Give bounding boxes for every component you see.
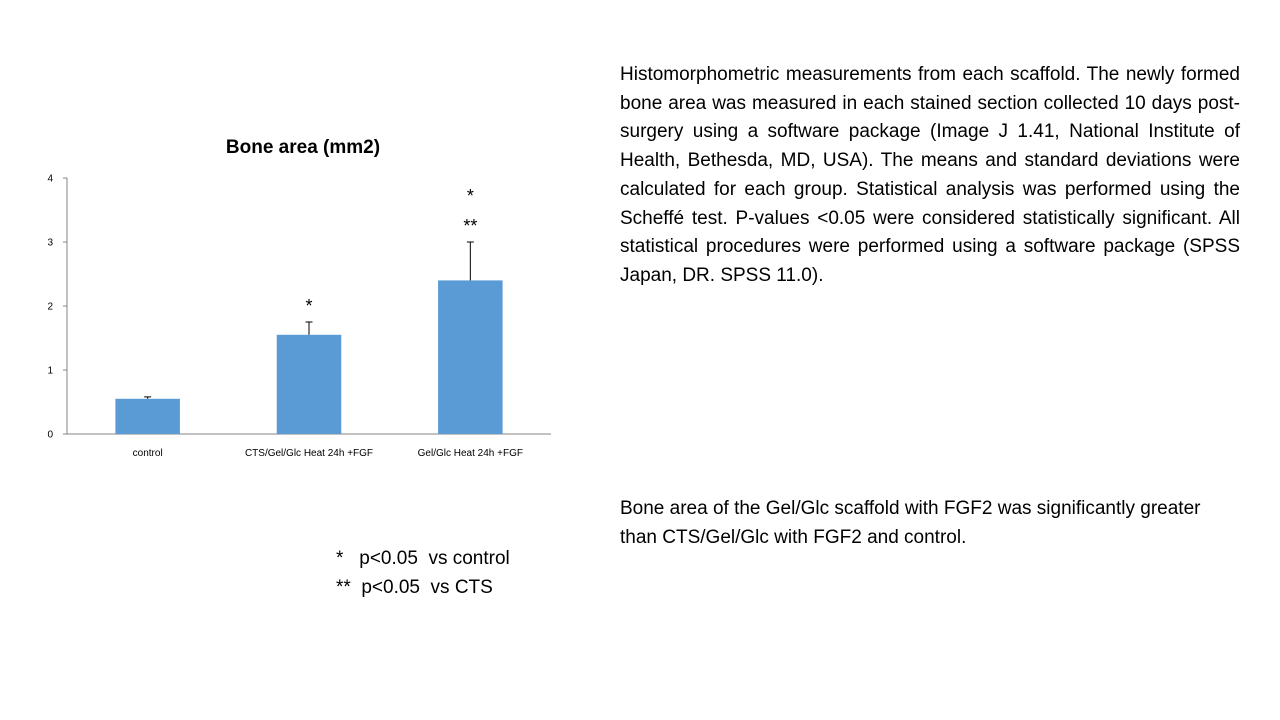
y-tick-label: 2: [47, 302, 53, 313]
category-label: control: [133, 448, 163, 459]
significance-marker: **: [463, 216, 477, 236]
bar: [115, 398, 180, 434]
y-tick-label: 1: [47, 366, 53, 377]
chart-title: Bone area (mm2): [226, 137, 380, 158]
significance-marker: *: [305, 296, 312, 316]
category-label: CTS/Gel/Glc Heat 24h +FGF: [245, 448, 373, 459]
methods-paragraph: Histomorphometric measurements from each…: [620, 64, 1240, 286]
category-label: Gel/Glc Heat 24h +FGF: [418, 448, 523, 459]
significance-legend: * p<0.05 vs control ** p<0.05 vs CTS: [336, 544, 576, 602]
legend-row-single-star: * p<0.05 vs control: [336, 544, 576, 573]
y-tick-label: 0: [47, 430, 53, 441]
bar: [438, 280, 503, 434]
legend-text: p<0.05 vs control: [359, 548, 510, 569]
y-tick-label: 4: [47, 174, 53, 185]
y-tick-label: 3: [47, 238, 53, 249]
legend-row-double-star: ** p<0.05 vs CTS: [336, 573, 576, 602]
legend-text: p<0.05 vs CTS: [361, 577, 493, 598]
result-paragraph: Bone area of the Gel/Glc scaffold with F…: [620, 498, 1201, 548]
legend-marker: **: [336, 577, 351, 598]
legend-marker: *: [336, 548, 344, 569]
significance-marker: *: [467, 186, 474, 206]
bar: [276, 334, 342, 434]
